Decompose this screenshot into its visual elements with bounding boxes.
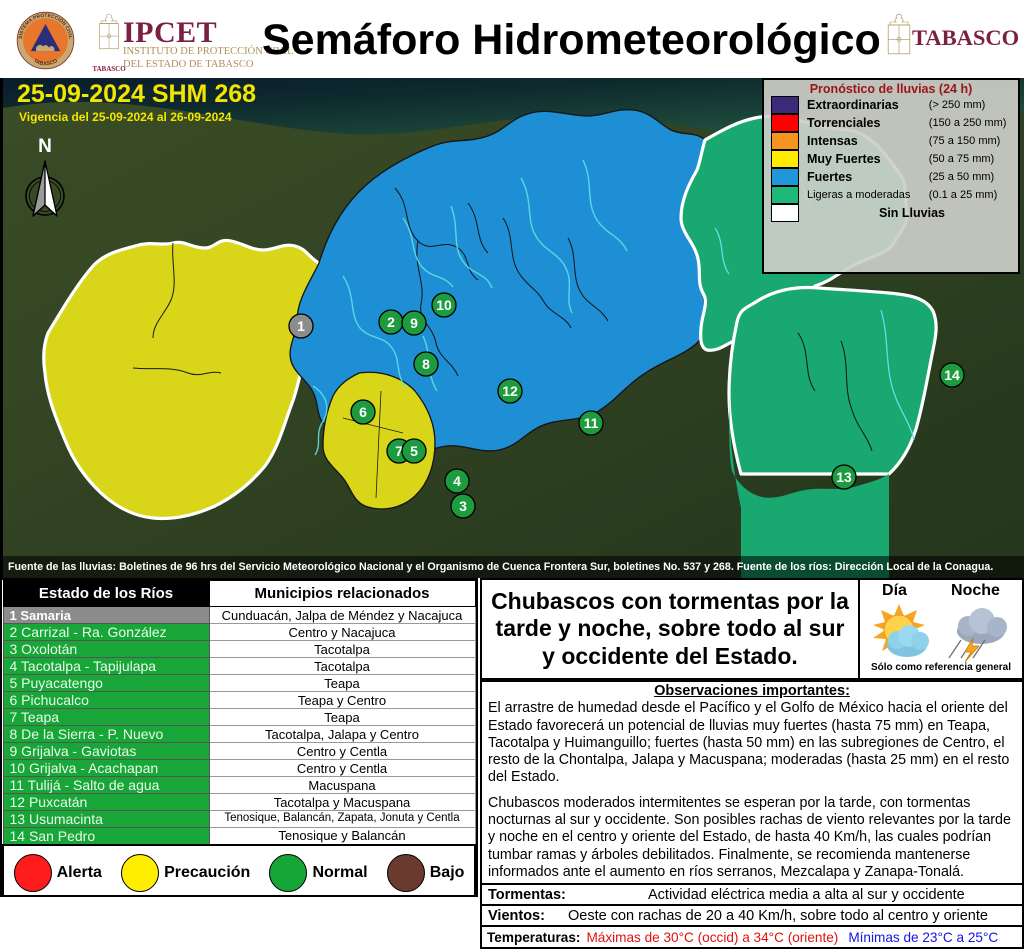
svg-text:5: 5 — [410, 443, 418, 459]
svg-text:10: 10 — [436, 297, 452, 313]
svg-text:13: 13 — [836, 469, 852, 485]
svg-text:12: 12 — [502, 383, 518, 399]
svg-text:1: 1 — [297, 318, 305, 334]
svg-text:3: 3 — [459, 498, 467, 514]
svg-text:4: 4 — [453, 473, 461, 489]
svg-text:6: 6 — [359, 404, 367, 420]
svg-text:8: 8 — [422, 356, 430, 372]
svg-text:11: 11 — [584, 415, 599, 431]
svg-text:14: 14 — [944, 367, 960, 383]
svg-text:2: 2 — [387, 314, 395, 330]
svg-text:9: 9 — [410, 315, 418, 331]
